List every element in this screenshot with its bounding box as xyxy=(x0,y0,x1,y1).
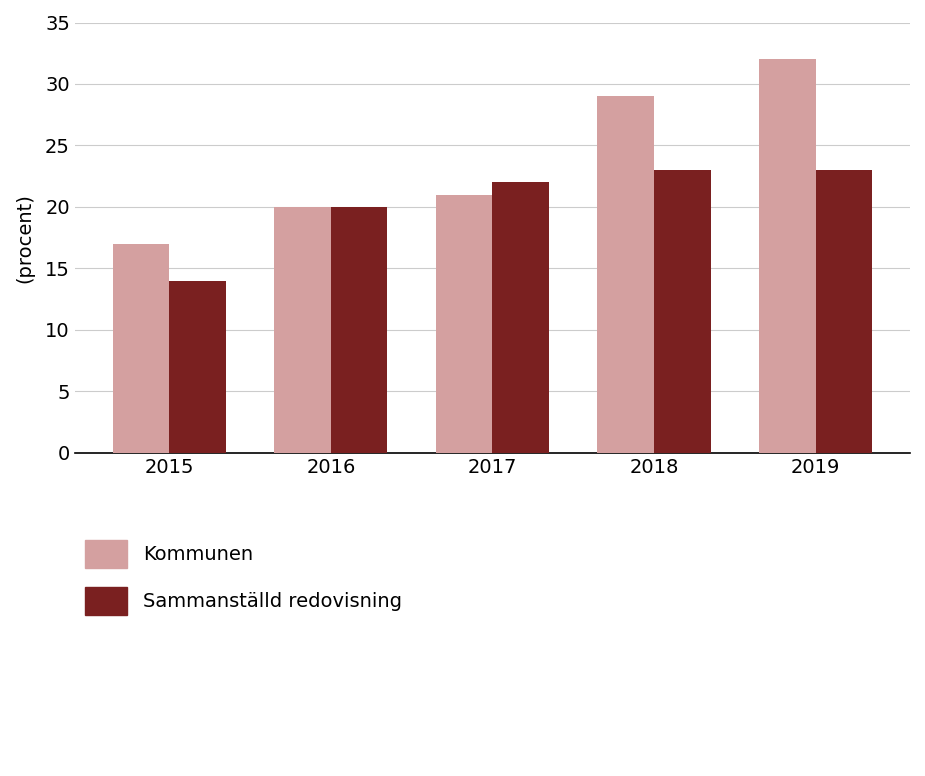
Bar xyxy=(598,96,654,453)
Bar xyxy=(275,207,331,453)
Bar xyxy=(492,182,549,453)
Bar xyxy=(654,170,710,453)
Bar xyxy=(169,281,226,453)
Bar xyxy=(331,207,388,453)
Bar xyxy=(816,170,872,453)
Bar xyxy=(758,60,816,453)
Bar xyxy=(436,195,492,453)
Y-axis label: (procent): (procent) xyxy=(15,192,34,282)
Legend: Kommunen, Sammanställd redovisning: Kommunen, Sammanställd redovisning xyxy=(84,540,401,615)
Bar xyxy=(113,244,169,453)
